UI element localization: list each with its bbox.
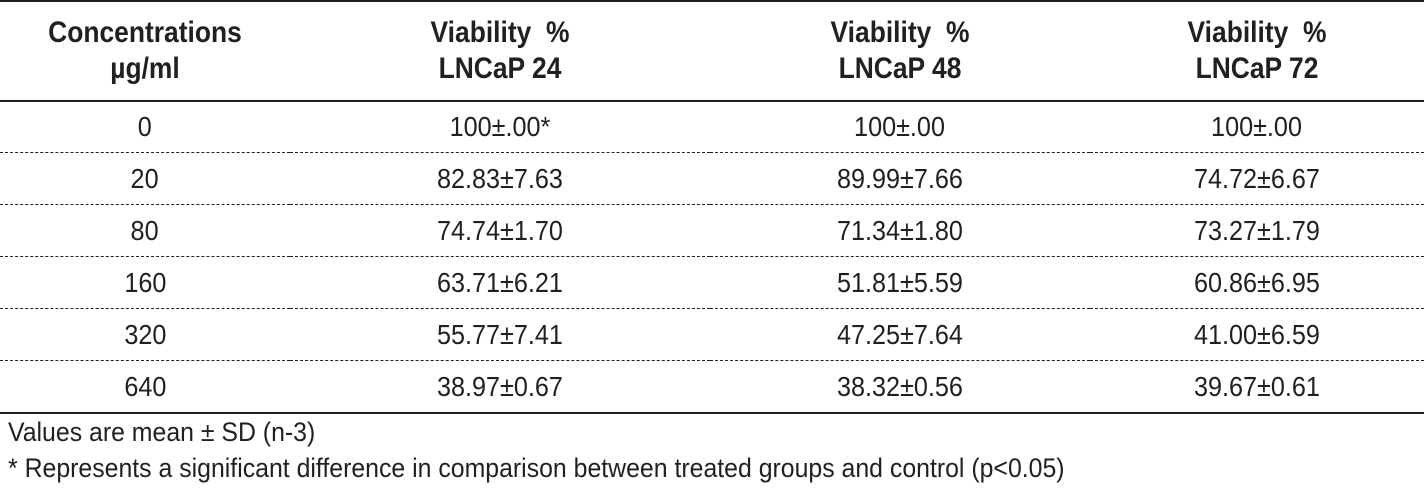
- cell-text: 38.32±0.56: [837, 370, 963, 402]
- cell-text: 89.99±7.66: [837, 162, 963, 194]
- table-cell: 47.25±7.64: [710, 308, 1090, 361]
- header-line: LNCaP 72: [1195, 52, 1319, 85]
- table-cell: 74.72±6.67: [1090, 152, 1424, 205]
- table-cell: 0: [0, 101, 290, 153]
- header-line: Viability %: [430, 16, 570, 49]
- header-line: LNCaP 48: [838, 52, 962, 85]
- table-cell: 80: [0, 204, 290, 257]
- table-cell: 160: [0, 256, 290, 309]
- table-cell: 38.32±0.56: [710, 360, 1090, 414]
- cell-text: 100±.00*: [449, 111, 551, 142]
- table-cell: 41.00±6.59: [1090, 308, 1424, 361]
- cell-text: 320: [123, 318, 167, 350]
- viability-table: Concentrations µg/ml Viability % LNCaP 2…: [0, 0, 1424, 414]
- table-cell: 20: [0, 152, 290, 205]
- header-concentrations: Concentrations µg/ml: [17, 0, 273, 102]
- table-cell: 100±.00: [1090, 101, 1424, 153]
- table-body: 0 100±.00* 100±.00 100±.00 20 82.83±7.63…: [0, 101, 1424, 414]
- table-row: 0 100±.00* 100±.00 100±.00: [0, 101, 1424, 153]
- table-cell: 60.86±6.95: [1090, 256, 1424, 309]
- table-cell: 63.71±6.21: [290, 256, 710, 309]
- table-cell: 89.99±7.66: [710, 152, 1090, 205]
- table-cell: 71.34±1.80: [710, 204, 1090, 257]
- table-cell: 38.97±0.67: [290, 360, 710, 414]
- cell-text: 640: [123, 370, 167, 402]
- cell-text: 39.67±0.61: [1194, 370, 1320, 402]
- cell-text: 60.86±6.95: [1194, 266, 1320, 298]
- header-line: Viability %: [830, 16, 970, 49]
- table-header: Concentrations µg/ml Viability % LNCaP 2…: [0, 0, 1424, 102]
- table-cell: 74.74±1.70: [290, 204, 710, 257]
- viability-table-container: Concentrations µg/ml Viability % LNCaP 2…: [0, 0, 1424, 414]
- table-row: 160 63.71±6.21 51.81±5.59 60.86±6.95: [0, 256, 1424, 309]
- table-cell: 51.81±5.59: [710, 256, 1090, 309]
- table-cell: 320: [0, 308, 290, 361]
- cell-text: 71.34±1.80: [837, 214, 963, 246]
- cell-text: 74.74±1.70: [437, 214, 563, 246]
- cell-text: 74.72±6.67: [1194, 162, 1320, 194]
- table-cell: 73.27±1.79: [1090, 204, 1424, 257]
- cell-text: 55.77±7.41: [437, 318, 563, 350]
- table-row: 320 55.77±7.41 47.25±7.64 41.00±6.59: [0, 308, 1424, 361]
- header-line: LNCaP 24: [438, 52, 562, 85]
- table-footnotes: Values are mean ± SD (n-3) * Represents …: [8, 414, 1156, 486]
- header-line: Concentrations: [48, 16, 242, 49]
- header-row: Concentrations µg/ml Viability % LNCaP 2…: [0, 0, 1424, 102]
- header-lncap-48: Viability % LNCaP 48: [732, 0, 1068, 102]
- cell-text: 100±.00: [854, 111, 946, 142]
- table-cell: 100±.00*: [290, 101, 710, 153]
- table-row: 640 38.97±0.67 38.32±0.56 39.67±0.61: [0, 360, 1424, 414]
- table-cell: 640: [0, 360, 290, 414]
- cell-text: 0: [137, 111, 153, 142]
- header-lncap-72: Viability % LNCaP 72: [1110, 0, 1404, 102]
- table-cell: 100±.00: [710, 101, 1090, 153]
- footnote-mean-sd: Values are mean ± SD (n-3): [8, 417, 316, 447]
- cell-text: 38.97±0.67: [437, 370, 563, 402]
- table-row: 80 74.74±1.70 71.34±1.80 73.27±1.79: [0, 204, 1424, 257]
- cell-text: 73.27±1.79: [1194, 214, 1320, 246]
- cell-text: 82.83±7.63: [437, 162, 563, 194]
- header-line: Viability %: [1187, 16, 1327, 49]
- cell-text: 41.00±6.59: [1194, 318, 1320, 350]
- footnote-significance: * Represents a significant difference in…: [8, 453, 1065, 483]
- cell-text: 80: [130, 214, 160, 246]
- table-cell: 82.83±7.63: [290, 152, 710, 205]
- table-cell: 55.77±7.41: [290, 308, 710, 361]
- cell-text: 160: [123, 266, 167, 298]
- cell-text: 63.71±6.21: [437, 266, 563, 298]
- cell-text: 47.25±7.64: [837, 318, 963, 350]
- table-cell: 39.67±0.61: [1090, 360, 1424, 414]
- header-lncap-24: Viability % LNCaP 24: [315, 0, 685, 102]
- table-row: 20 82.83±7.63 89.99±7.66 74.72±6.67: [0, 152, 1424, 205]
- header-line: µg/ml: [110, 52, 180, 85]
- cell-text: 100±.00: [1211, 111, 1303, 142]
- cell-text: 51.81±5.59: [837, 266, 963, 298]
- cell-text: 20: [130, 162, 160, 194]
